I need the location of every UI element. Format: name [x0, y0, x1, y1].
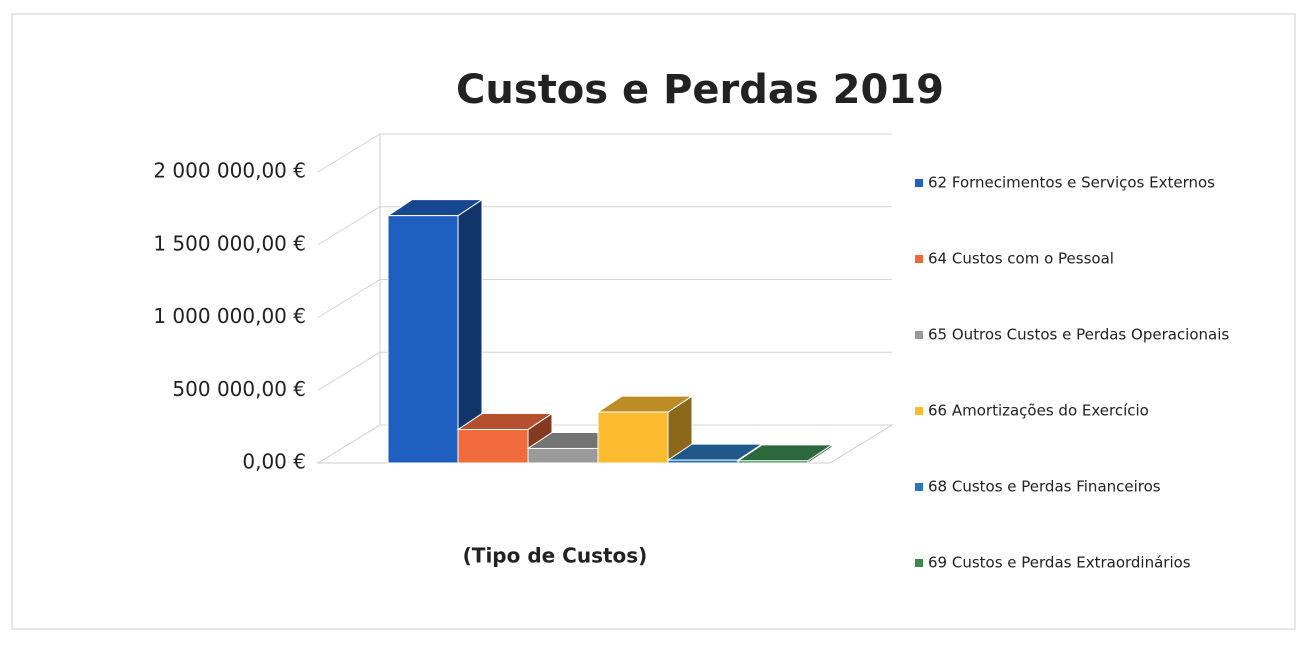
chart-title: Custos e Perdas 2019	[456, 67, 944, 113]
legend-swatch	[915, 559, 923, 567]
legend-label: 62 Fornecimentos e Serviços Externos	[928, 174, 1215, 192]
legend-label: 69 Custos e Perdas Extraordinários	[928, 554, 1191, 572]
grid-line	[317, 351, 892, 391]
legend-label: 65 Outros Custos e Perdas Operacionais	[928, 326, 1229, 344]
grid-line	[317, 279, 892, 318]
y-tick-label: 500 000,00 €	[172, 377, 306, 401]
bar	[737, 460, 809, 464]
grid-line	[317, 206, 892, 246]
x-axis-label: (Tipo de Custos)	[463, 544, 648, 568]
y-tick-label: 1 500 000,00 €	[153, 231, 306, 255]
legend-swatch	[915, 407, 923, 415]
legend-swatch	[915, 331, 923, 339]
legend-label: 68 Custos e Perdas Financeiros	[928, 478, 1161, 496]
bar	[527, 447, 599, 464]
bar	[597, 411, 669, 464]
bar	[457, 429, 529, 464]
bar	[387, 215, 459, 464]
bar	[667, 459, 739, 464]
grid-line	[317, 424, 892, 464]
chart-border	[11, 13, 1296, 630]
legend-label: 64 Custos com o Pessoal	[928, 250, 1114, 268]
legend-swatch	[915, 179, 923, 187]
y-tick-label: 2 000 000,00 €	[153, 159, 306, 183]
y-tick-label: 1 000 000,00 €	[153, 304, 306, 328]
legend-label: 66 Amortizações do Exercício	[928, 402, 1149, 420]
legend-swatch	[915, 483, 923, 491]
y-tick-label: 0,00 €	[242, 450, 306, 474]
grid-line	[317, 133, 892, 173]
legend-swatch	[915, 255, 923, 263]
